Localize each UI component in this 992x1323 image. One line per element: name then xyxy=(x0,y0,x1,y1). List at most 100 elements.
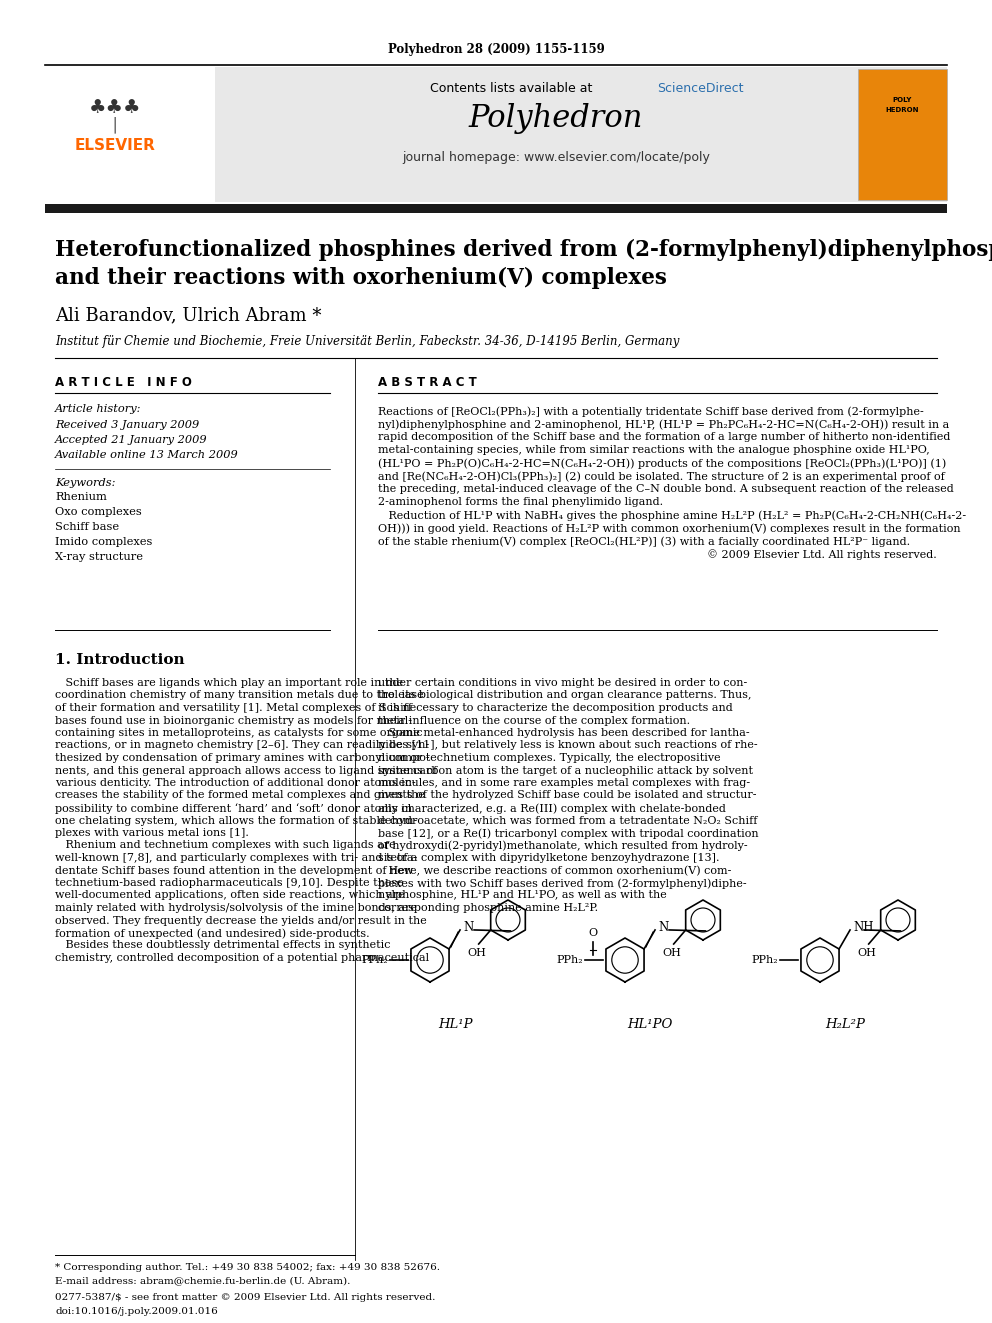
Text: OH: OH xyxy=(467,949,486,958)
Text: Keywords:: Keywords: xyxy=(55,478,115,488)
Text: it is necessary to characterize the decomposition products and: it is necessary to characterize the deco… xyxy=(378,703,733,713)
Text: the preceding, metal-induced cleavage of the C–N double bond. A subsequent react: the preceding, metal-induced cleavage of… xyxy=(378,484,953,493)
Text: Article history:: Article history: xyxy=(55,404,142,414)
Text: thesized by condensation of primary amines with carbonyl compo-: thesized by condensation of primary amin… xyxy=(55,753,430,763)
Text: Available online 13 March 2009: Available online 13 March 2009 xyxy=(55,450,239,460)
Text: HEDRON: HEDRON xyxy=(885,107,919,112)
Text: metal-containing species, while from similar reactions with the analogue phosphi: metal-containing species, while from sim… xyxy=(378,445,930,455)
Text: O: O xyxy=(588,927,597,938)
Text: Heterofunctionalized phosphines derived from (2-formylphenyl)diphenylphosphine: Heterofunctionalized phosphines derived … xyxy=(55,239,992,261)
Text: one chelating system, which allows the formation of stable com-: one chelating system, which allows the f… xyxy=(55,815,418,826)
Text: of hydroxydi(2-pyridyl)methanolate, which resulted from hydroly-: of hydroxydi(2-pyridyl)methanolate, whic… xyxy=(378,840,748,851)
Text: PPh₂: PPh₂ xyxy=(557,955,583,964)
Text: PPh₂: PPh₂ xyxy=(751,955,778,964)
Text: various denticity. The introduction of additional donor atoms in-: various denticity. The introduction of a… xyxy=(55,778,416,789)
Text: their influence on the course of the complex formation.: their influence on the course of the com… xyxy=(378,716,690,725)
Text: Polyhedron 28 (2009) 1155-1159: Polyhedron 28 (2009) 1155-1159 xyxy=(388,44,604,57)
Text: Imido complexes: Imido complexes xyxy=(55,537,153,546)
Text: corresponding phosphine amine H₂L²P.: corresponding phosphine amine H₂L²P. xyxy=(378,904,598,913)
Text: mainly related with hydrolysis/solvolysis of the imine bonds, are: mainly related with hydrolysis/solvolysi… xyxy=(55,904,417,913)
Text: X-ray structure: X-ray structure xyxy=(55,552,143,562)
Text: Institut für Chemie und Biochemie, Freie Universität Berlin, Fabeckstr. 34-36, D: Institut für Chemie und Biochemie, Freie… xyxy=(55,336,680,348)
Text: ally characterized, e.g. a Re(III) complex with chelate-bonded: ally characterized, e.g. a Re(III) compl… xyxy=(378,803,726,814)
Text: Received 3 January 2009: Received 3 January 2009 xyxy=(55,419,199,430)
Text: E-mail address: abram@chemie.fu-berlin.de (U. Abram).: E-mail address: abram@chemie.fu-berlin.d… xyxy=(55,1277,350,1286)
Text: sis of a complex with dipyridylketone benzoyhydrazone [13].: sis of a complex with dipyridylketone be… xyxy=(378,853,719,863)
Text: reactions, or in magneto chemistry [2–6]. They can readily be syn-: reactions, or in magneto chemistry [2–6]… xyxy=(55,741,430,750)
Bar xyxy=(45,67,215,202)
Text: 0277-5387/$ - see front matter © 2009 Elsevier Ltd. All rights reserved.: 0277-5387/$ - see front matter © 2009 El… xyxy=(55,1294,435,1303)
Text: N: N xyxy=(658,921,669,934)
Text: A R T I C L E   I N F O: A R T I C L E I N F O xyxy=(55,376,191,389)
Text: Schiff bases are ligands which play an important role in the: Schiff bases are ligands which play an i… xyxy=(55,677,403,688)
Text: Polyhedron: Polyhedron xyxy=(469,102,643,134)
Text: OH))) in good yield. Reactions of H₂L²P with common oxorhenium(V) complexes resu: OH))) in good yield. Reactions of H₂L²P … xyxy=(378,523,960,533)
Text: doi:10.1016/j.poly.2009.01.016: doi:10.1016/j.poly.2009.01.016 xyxy=(55,1307,218,1315)
Text: plexes with various metal ions [1].: plexes with various metal ions [1]. xyxy=(55,828,249,837)
Text: creases the stability of the formed metal complexes and gives the: creases the stability of the formed meta… xyxy=(55,791,425,800)
Text: of the stable rhenium(V) complex [ReOCl₂(HL²P)] (3) with a facially coordinated : of the stable rhenium(V) complex [ReOCl₂… xyxy=(378,536,910,546)
Text: A B S T R A C T: A B S T R A C T xyxy=(378,376,477,389)
Text: journal homepage: www.elsevier.com/locate/poly: journal homepage: www.elsevier.com/locat… xyxy=(402,152,710,164)
Text: © 2009 Elsevier Ltd. All rights reserved.: © 2009 Elsevier Ltd. All rights reserved… xyxy=(707,549,937,560)
Text: rapid decomposition of the Schiff base and the formation of a large number of hi: rapid decomposition of the Schiff base a… xyxy=(378,433,950,442)
Text: * Corresponding author. Tel.: +49 30 838 54002; fax: +49 30 838 52676.: * Corresponding author. Tel.: +49 30 838… xyxy=(55,1262,440,1271)
Text: OH: OH xyxy=(857,949,876,958)
Text: ♣♣♣: ♣♣♣ xyxy=(88,98,141,118)
Text: nides [11], but relatively less is known about such reactions of rhe-: nides [11], but relatively less is known… xyxy=(378,741,758,750)
Text: nents, and this general approach allows access to ligand systems of: nents, and this general approach allows … xyxy=(55,766,437,775)
Text: technetium-based radiopharmaceuticals [9,10]. Despite these: technetium-based radiopharmaceuticals [9… xyxy=(55,878,404,888)
Text: Schiff base: Schiff base xyxy=(55,523,119,532)
Text: of their formation and versatility [1]. Metal complexes of Schiff: of their formation and versatility [1]. … xyxy=(55,703,412,713)
Text: ments of the hydrolyzed Schiff base could be isolated and structur-: ments of the hydrolyzed Schiff base coul… xyxy=(378,791,757,800)
Text: under certain conditions in vivo might be desired in order to con-: under certain conditions in vivo might b… xyxy=(378,677,747,688)
Text: well-known [7,8], and particularly complexes with tri- and tetra-: well-known [7,8], and particularly compl… xyxy=(55,853,418,863)
Text: possibility to combine different ‘hard’ and ‘soft’ donor atoms in: possibility to combine different ‘hard’ … xyxy=(55,803,412,814)
Text: Reduction of HL¹P with NaBH₄ gives the phosphine amine H₂L²P (H₂L² = Ph₂P(C₆H₄-2: Reduction of HL¹P with NaBH₄ gives the p… xyxy=(378,509,966,520)
Text: OH: OH xyxy=(663,949,682,958)
Text: Rhenium: Rhenium xyxy=(55,492,107,501)
Text: containing sites in metalloproteins, as catalysts for some organic: containing sites in metalloproteins, as … xyxy=(55,728,423,738)
Text: (HL¹PO = Ph₂P(O)C₆H₄-2-HC=N(C₆H₄-2-OH)) products of the compositions [ReOCl₂(PPh: (HL¹PO = Ph₂P(O)C₆H₄-2-HC=N(C₆H₄-2-OH)) … xyxy=(378,458,946,468)
Text: trol its biological distribution and organ clearance patterns. Thus,: trol its biological distribution and org… xyxy=(378,691,752,700)
Text: bases found use in bioinorganic chemistry as models for metal-: bases found use in bioinorganic chemistr… xyxy=(55,716,412,725)
Text: Besides these doubtlessly detrimental effects in synthetic: Besides these doubtlessly detrimental ef… xyxy=(55,941,391,950)
Text: PPh₂: PPh₂ xyxy=(361,955,388,964)
Text: Some metal-enhanced hydrolysis has been described for lantha-: Some metal-enhanced hydrolysis has been … xyxy=(378,728,750,738)
Text: POLY: POLY xyxy=(893,97,912,103)
Text: nylphosphine, HL¹P and HL¹PO, as well as with the: nylphosphine, HL¹P and HL¹PO, as well as… xyxy=(378,890,667,901)
Text: N: N xyxy=(463,921,473,934)
Text: Here, we describe reactions of common oxorhenium(V) com-: Here, we describe reactions of common ox… xyxy=(378,865,731,876)
Text: H₂L²P: H₂L²P xyxy=(825,1019,865,1032)
Text: nyl)diphenylphosphine and 2-aminophenol, HL¹P, (HL¹P = Ph₂PC₆H₄-2-HC=N(C₆H₄-2-OH: nyl)diphenylphosphine and 2-aminophenol,… xyxy=(378,419,949,430)
Text: observed. They frequently decrease the yields and/or result in the: observed. They frequently decrease the y… xyxy=(55,916,427,926)
Text: Ali Barandov, Ulrich Abram *: Ali Barandov, Ulrich Abram * xyxy=(55,306,321,324)
Text: chemistry, controlled decomposition of a potential pharmaceutical: chemistry, controlled decomposition of a… xyxy=(55,953,430,963)
Text: Rhenium and technetium complexes with such ligands are: Rhenium and technetium complexes with su… xyxy=(55,840,396,851)
Text: and their reactions with oxorhenium(V) complexes: and their reactions with oxorhenium(V) c… xyxy=(55,267,667,288)
Text: 1. Introduction: 1. Introduction xyxy=(55,654,185,667)
Text: plexes with two Schiff bases derived from (2-formylphenyl)diphe-: plexes with two Schiff bases derived fro… xyxy=(378,878,747,889)
Text: Contents lists available at: Contents lists available at xyxy=(430,82,596,94)
Text: Oxo complexes: Oxo complexes xyxy=(55,507,142,517)
Text: nium or technetium complexes. Typically, the electropositive: nium or technetium complexes. Typically,… xyxy=(378,753,720,763)
Text: │: │ xyxy=(111,116,119,134)
Text: HL¹P: HL¹P xyxy=(437,1019,472,1032)
Bar xyxy=(45,67,947,202)
Text: 2-aminophenol forms the final phenylimido ligand.: 2-aminophenol forms the final phenylimid… xyxy=(378,497,663,507)
Text: Reactions of [ReOCl₂(PPh₃)₂] with a potentially tridentate Schiff base derived f: Reactions of [ReOCl₂(PPh₃)₂] with a pote… xyxy=(378,406,924,417)
Text: base [12], or a Re(I) tricarbonyl complex with tripodal coordination: base [12], or a Re(I) tricarbonyl comple… xyxy=(378,828,759,839)
Text: formation of unexpected (and undesired) side-products.: formation of unexpected (and undesired) … xyxy=(55,927,370,938)
Text: Accepted 21 January 2009: Accepted 21 January 2009 xyxy=(55,435,207,445)
Text: dentate Schiff bases found attention in the development of new: dentate Schiff bases found attention in … xyxy=(55,865,414,876)
Text: coordination chemistry of many transition metals due to the ease: coordination chemistry of many transitio… xyxy=(55,691,424,700)
Text: imine carbon atom is the target of a nucleophilic attack by solvent: imine carbon atom is the target of a nuc… xyxy=(378,766,753,775)
Text: molecules, and in some rare examples metal complexes with frag-: molecules, and in some rare examples met… xyxy=(378,778,750,789)
Bar xyxy=(858,69,947,200)
Text: and [Re(NC₆H₄-2-OH)Cl₃(PPh₃)₂] (2) could be isolated. The structure of 2 is an e: and [Re(NC₆H₄-2-OH)Cl₃(PPh₃)₂] (2) could… xyxy=(378,471,944,482)
Text: ScienceDirect: ScienceDirect xyxy=(657,82,743,94)
Bar xyxy=(45,204,947,213)
Text: ELSEVIER: ELSEVIER xyxy=(74,138,156,152)
Text: NH: NH xyxy=(853,921,874,934)
Text: HL¹PO: HL¹PO xyxy=(627,1019,673,1032)
